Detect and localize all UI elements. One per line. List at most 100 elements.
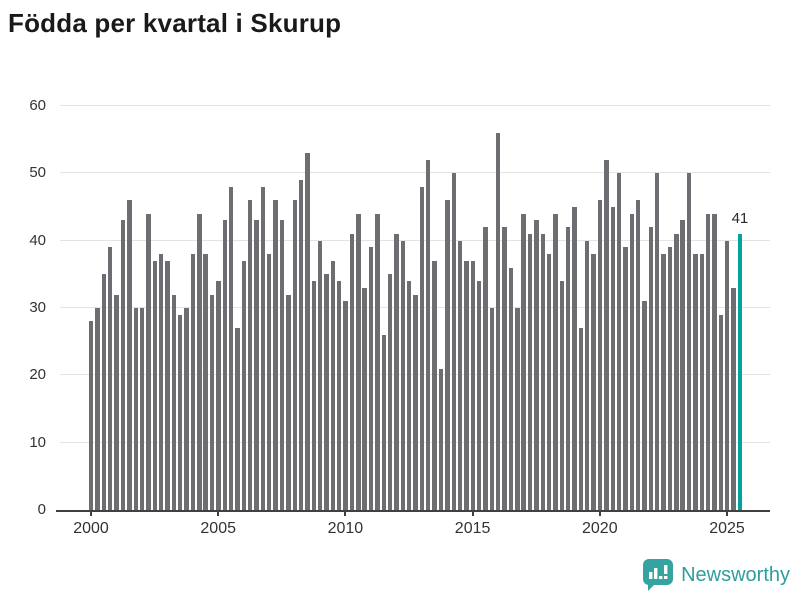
- bar: [432, 260, 437, 510]
- bar: [343, 301, 348, 510]
- bar: [273, 200, 278, 510]
- x-axis-tick: [217, 510, 220, 516]
- bar: [508, 267, 514, 510]
- bar: [197, 213, 202, 510]
- gridline: [60, 105, 770, 106]
- y-axis-label: 40: [29, 231, 46, 249]
- bar: [483, 227, 488, 510]
- bar: [655, 173, 660, 510]
- bar: [534, 220, 539, 510]
- bar: [394, 233, 399, 510]
- x-axis-label: 2010: [327, 520, 364, 537]
- bar: [368, 247, 374, 510]
- y-axis-label: 0: [37, 501, 46, 518]
- bar: [133, 308, 138, 510]
- bar: [400, 240, 406, 510]
- bar: [178, 314, 183, 510]
- bar: [629, 213, 634, 510]
- y-axis-label: 20: [29, 366, 46, 384]
- x-axis-tick: [344, 510, 347, 516]
- x-axis-tick: [471, 510, 474, 516]
- bar: [298, 180, 304, 510]
- bar: [572, 207, 577, 510]
- bar: [317, 240, 323, 510]
- bar: [445, 200, 450, 510]
- bar: [235, 328, 240, 510]
- y-axis-label: 60: [29, 97, 46, 114]
- bar: [496, 132, 501, 510]
- bar: [674, 233, 679, 510]
- bar: [489, 308, 495, 510]
- bar: [686, 173, 692, 510]
- bar: [171, 294, 177, 510]
- x-axis-label: 2005: [200, 520, 236, 537]
- bar: [623, 247, 628, 510]
- x-axis-line: [56, 510, 770, 512]
- bar: [387, 274, 393, 510]
- bar: [731, 287, 736, 510]
- bar: [127, 200, 132, 510]
- bar: [470, 260, 475, 510]
- x-axis-label: 2000: [73, 520, 109, 537]
- x-axis-label: 2015: [454, 520, 491, 537]
- bar: [661, 254, 666, 510]
- bar: [591, 254, 596, 510]
- bar: [108, 247, 113, 510]
- bar: [515, 308, 520, 510]
- bar: [222, 220, 227, 510]
- bar: [349, 233, 355, 510]
- bar: [648, 227, 654, 510]
- bar: [209, 294, 215, 510]
- bar: [413, 294, 418, 510]
- bar: [464, 260, 469, 510]
- bar: [139, 308, 145, 510]
- bar: [527, 233, 533, 510]
- bar: [718, 314, 724, 510]
- bar-value-label: 41: [731, 209, 749, 227]
- bar: [248, 200, 253, 510]
- bar: [381, 334, 386, 510]
- bar: [356, 213, 361, 510]
- bar: [407, 281, 412, 510]
- bar: [152, 260, 157, 510]
- bar-chart-bubble-icon: [643, 559, 674, 592]
- bar: [286, 294, 291, 510]
- bar: [311, 281, 316, 510]
- bar: [680, 220, 685, 510]
- bar: [426, 159, 431, 510]
- bar: [546, 254, 552, 510]
- bar: [699, 254, 704, 510]
- bar: [114, 294, 119, 510]
- bar: [476, 281, 482, 510]
- bar: [260, 186, 266, 510]
- bar: [438, 368, 444, 510]
- bar: [241, 260, 247, 510]
- gridline: [60, 239, 770, 241]
- bar: [521, 213, 526, 510]
- bar: [540, 233, 545, 510]
- bar: [267, 254, 272, 510]
- bar: [693, 254, 698, 510]
- bar: [725, 240, 730, 510]
- bar: [158, 254, 164, 510]
- page-title: Födda per kvartal i Skurup: [8, 8, 342, 38]
- x-axis-label: 2020: [582, 520, 618, 537]
- y-axis-label: 30: [29, 299, 46, 316]
- y-axis-label: 50: [29, 164, 46, 182]
- bar: [292, 200, 297, 510]
- bar: [184, 308, 189, 510]
- logo-wordmark: Newsworthy: [681, 564, 790, 586]
- bar: [553, 213, 558, 510]
- bar: [190, 254, 196, 510]
- bar: [279, 220, 285, 510]
- bar: [604, 159, 609, 510]
- chart-plot-area: 0 10 20 30 40 50 60 41 2000 2005 2010 2015 2020 2025: [29, 97, 770, 537]
- bar: [502, 227, 507, 510]
- bar: [362, 287, 367, 510]
- bar: [330, 260, 336, 510]
- bar: [712, 213, 717, 510]
- bar: [120, 220, 126, 510]
- bar: [228, 186, 234, 510]
- bar: [559, 281, 565, 510]
- bar: [610, 207, 615, 510]
